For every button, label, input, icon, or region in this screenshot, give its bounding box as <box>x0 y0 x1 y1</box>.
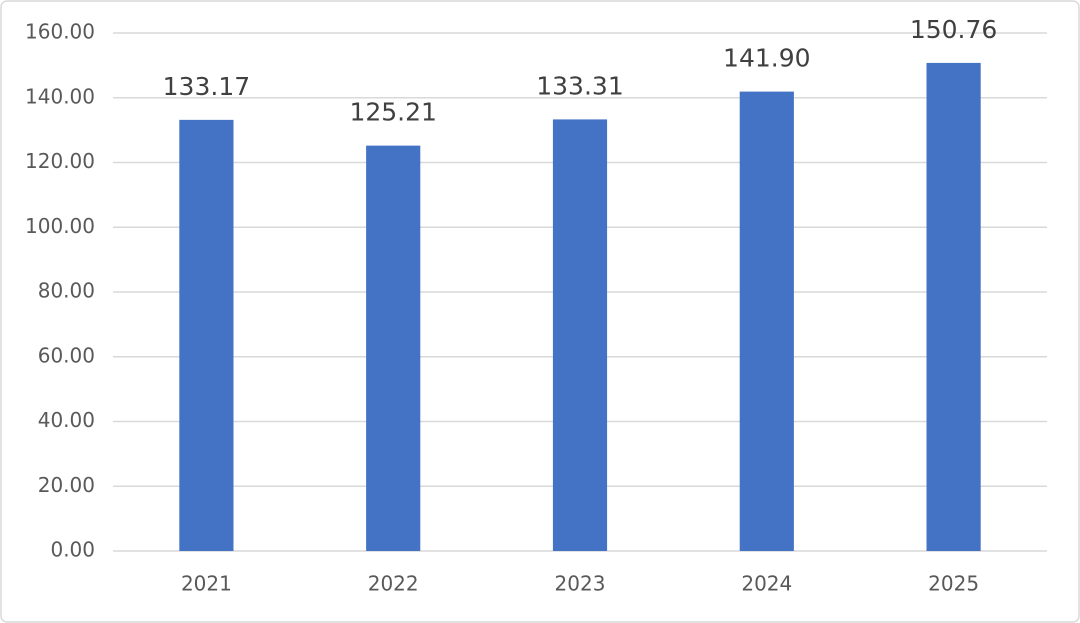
x-tick-label: 2022 <box>368 572 419 596</box>
bar <box>179 119 234 551</box>
y-tick-label: 40.00 <box>38 408 95 432</box>
value-label: 133.31 <box>536 71 623 100</box>
value-label: 150.76 <box>910 15 997 44</box>
y-tick-label: 0.00 <box>50 538 95 562</box>
y-tick-label: 120.00 <box>25 149 95 173</box>
y-tick-label: 60.00 <box>38 343 95 367</box>
y-tick-label: 100.00 <box>25 214 95 238</box>
x-tick-label: 2024 <box>741 572 792 596</box>
value-label: 125.21 <box>349 98 436 127</box>
bar <box>739 91 794 551</box>
y-tick-label: 20.00 <box>38 473 95 497</box>
y-tick-label: 140.00 <box>25 84 95 108</box>
bar <box>366 145 421 551</box>
bar <box>926 62 981 552</box>
y-tick-label: 80.00 <box>38 279 95 303</box>
x-tick-label: 2023 <box>555 572 606 596</box>
bar <box>552 119 608 551</box>
value-label: 133.17 <box>163 72 250 101</box>
value-label: 141.90 <box>723 44 810 73</box>
x-tick-label: 2021 <box>181 572 232 596</box>
x-tick-label: 2025 <box>928 572 979 596</box>
y-tick-label: 160.00 <box>25 20 95 44</box>
